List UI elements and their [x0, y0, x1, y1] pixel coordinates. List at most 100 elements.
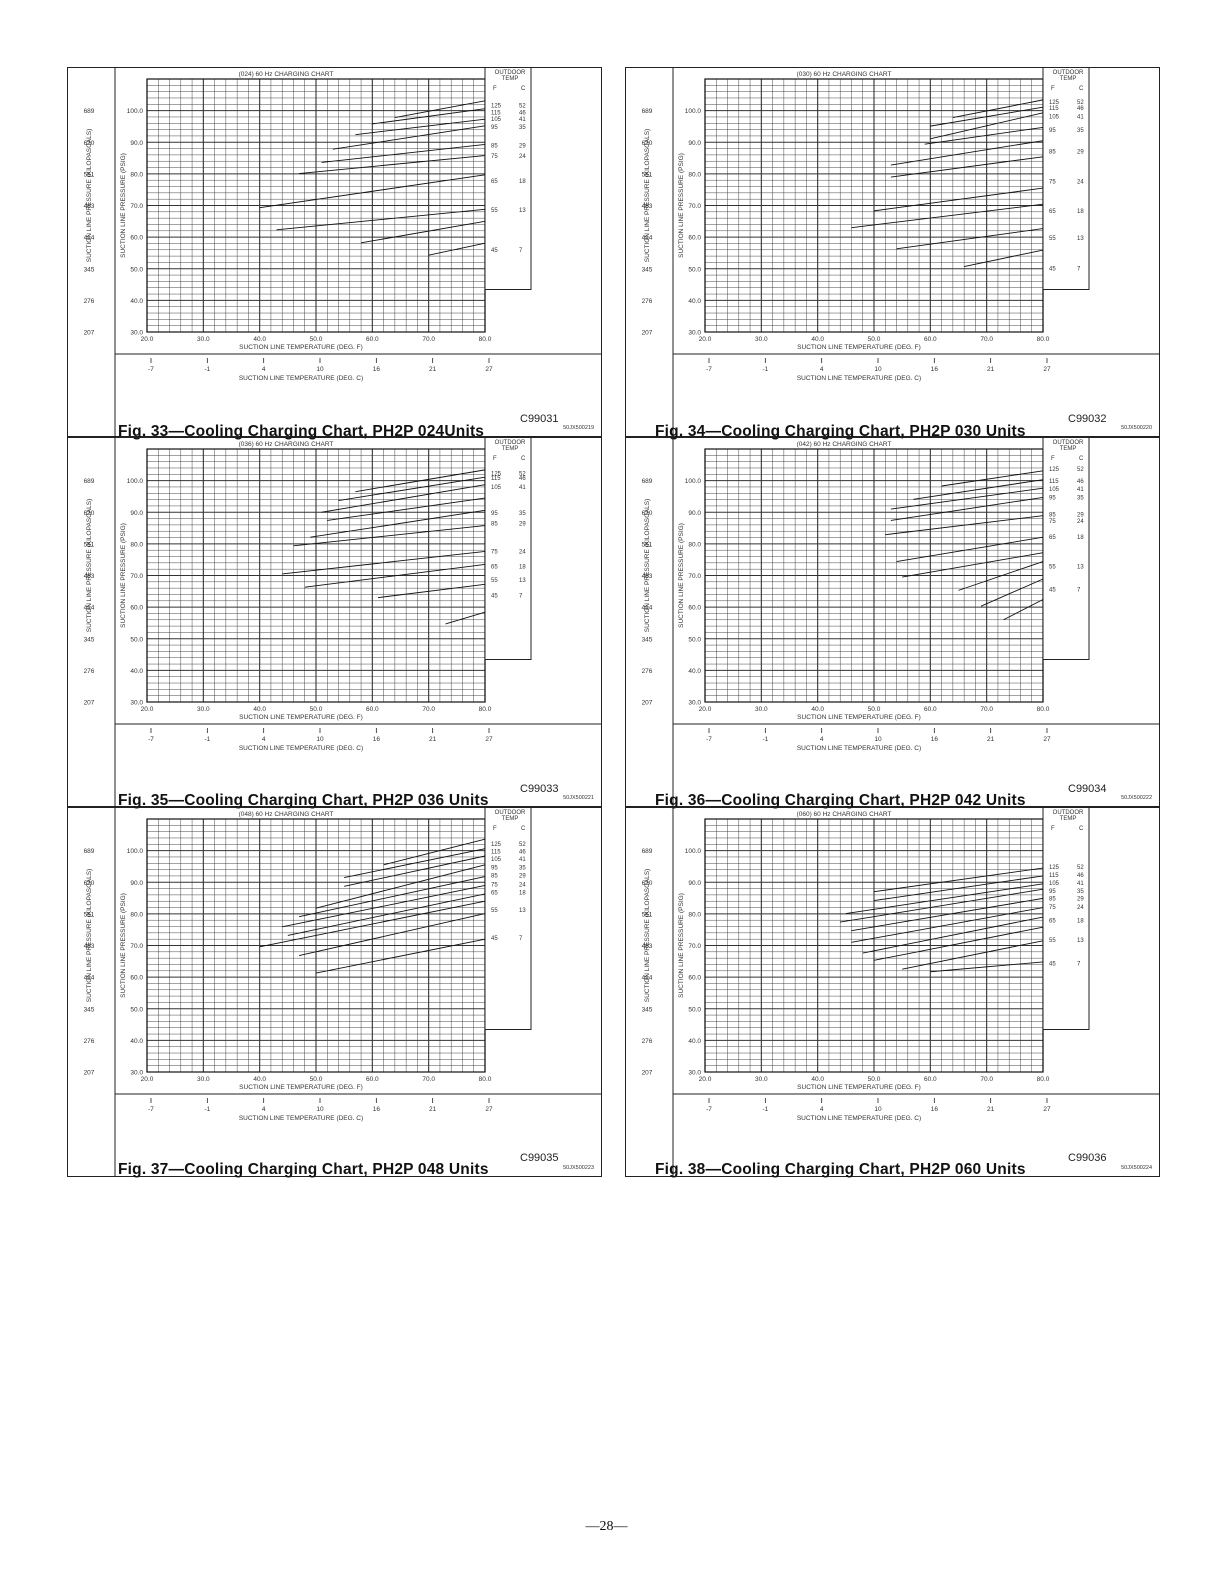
chart-title: (042) 60 Hz CHARGING CHART: [797, 441, 892, 448]
legend-temp-c: 13: [519, 578, 526, 584]
y-tick-kpa-label: 345: [84, 266, 95, 273]
series-line: [321, 144, 486, 163]
legend-temp-f: 125: [1049, 865, 1060, 871]
y-tick-label: 40.0: [688, 298, 701, 305]
chart-title: (060) 60 Hz CHARGING CHART: [797, 811, 892, 818]
legend-temp-c: 41: [519, 117, 526, 123]
legend-temp-c: 29: [1077, 512, 1084, 518]
legend-temp-f: 55: [1049, 564, 1056, 570]
y-tick-label: 90.0: [130, 140, 143, 147]
legend-temp-c: 41: [519, 485, 526, 491]
y-tick-label: 30.0: [688, 330, 701, 337]
series-lines: [840, 867, 1044, 973]
legend-temp-c: 18: [519, 891, 526, 897]
x-tick-label: 60.0: [366, 706, 379, 713]
legend-title: OUTDOOR: [1053, 810, 1084, 816]
y-tick-label: 40.0: [130, 1038, 143, 1045]
y-tick-label: 100.0: [685, 478, 702, 485]
legend-temp-f: 75: [1049, 519, 1056, 525]
y-tick-label: 40.0: [130, 298, 143, 305]
y-tick-label: 70.0: [688, 203, 701, 210]
y-tick-kpa-label: 276: [642, 298, 653, 305]
y-tick-kpa-label: 483: [642, 203, 653, 210]
series-line: [890, 140, 1044, 166]
y-tick-label: 60.0: [130, 235, 143, 242]
legend-title: TEMP: [502, 816, 519, 822]
legend-temp-c: 46: [1077, 873, 1084, 879]
y-tick-label: 40.0: [688, 668, 701, 675]
x-tick-label: 50.0: [310, 1076, 323, 1083]
series-line: [287, 893, 486, 936]
legend-temp-c: 41: [1077, 487, 1084, 493]
x-tick-label: 30.0: [755, 706, 768, 713]
chart-title: (030) 60 Hz CHARGING CHART: [797, 71, 892, 78]
x-axis-label-c: SUCTION LINE TEMPERATURE (DEG. C): [797, 1115, 921, 1122]
x-tick-c-label: 21: [429, 736, 437, 743]
series-line: [355, 118, 486, 136]
series-line: [873, 926, 1044, 961]
x-axis-label: SUCTION LINE TEMPERATURE (DEG. F): [797, 714, 921, 721]
plot-grid: [146, 818, 486, 1073]
x-tick-c-label: 21: [429, 1106, 437, 1113]
x-axis-label: SUCTION LINE TEMPERATURE (DEG. F): [239, 344, 363, 351]
figure-38-panel: (060) 60 Hz CHARGING CHART 30.0 207 40.0 276…: [625, 807, 1160, 1177]
figure-33-caption: Fig. 33—Cooling Charging Chart, PH2P 024…: [118, 423, 485, 440]
figure-37-panel: (048) 60 Hz CHARGING CHART 30.0 207 40.0 276…: [67, 807, 602, 1177]
y-tick-kpa-label: 345: [642, 1006, 653, 1013]
series-line: [902, 552, 1044, 578]
y-axis-label-kpa: SUCTION LINE PRESSURE (KILOPASCALS): [86, 499, 93, 633]
x-tick-label: 70.0: [980, 706, 993, 713]
document-number: 50JX500221: [563, 795, 594, 801]
y-tick-label: 90.0: [130, 510, 143, 517]
legend-temp-f: 115: [1049, 106, 1059, 112]
legend-title: OUTDOOR: [495, 810, 526, 816]
series-lines: [851, 99, 1044, 267]
series-line: [851, 907, 1044, 943]
series-line: [321, 484, 486, 513]
legend-box: [484, 807, 532, 1030]
figure-35-panel: (036) 60 Hz CHARGING CHART 30.0 207 40.0 276…: [67, 437, 602, 807]
legend-temp-c: 18: [519, 179, 526, 185]
y-tick-kpa-label: 551: [642, 171, 653, 178]
y-tick-label: 70.0: [130, 203, 143, 210]
legend-temp-f: 65: [1049, 535, 1056, 541]
x-tick-label: 80.0: [1037, 706, 1050, 713]
y-tick-kpa-label: 207: [84, 330, 95, 337]
legend-temp-c: 7: [1077, 266, 1081, 272]
series-line: [873, 875, 1044, 902]
figure-35-code: C99033: [520, 783, 559, 795]
y-tick-kpa-label: 483: [84, 203, 95, 210]
y-tick-label: 80.0: [688, 911, 701, 918]
y-tick-kpa-label: 276: [642, 1038, 653, 1045]
legend-temp-f: 85: [491, 143, 498, 149]
legend-temp-c: 46: [1077, 479, 1084, 485]
series-line: [952, 99, 1044, 119]
x-tick-label: 30.0: [197, 706, 210, 713]
y-tick-label: 100.0: [127, 478, 144, 485]
x-tick-label: 70.0: [422, 1076, 435, 1083]
x-tick-label: 50.0: [310, 336, 323, 343]
legend-box: [484, 437, 532, 660]
y-tick-label: 80.0: [688, 171, 701, 178]
x-tick-c-label: -1: [762, 366, 768, 373]
y-tick-kpa-label: 414: [642, 975, 653, 982]
y-axis-label: SUCTION LINE PRESSURE (PSIG): [120, 893, 127, 998]
series-line: [327, 497, 486, 521]
series-line: [259, 174, 486, 209]
series-line: [958, 561, 1044, 591]
series-line: [902, 940, 1044, 970]
chart-title: (024) 60 Hz CHARGING CHART: [239, 71, 334, 78]
y-tick-label: 90.0: [688, 140, 701, 147]
figure-36-panel: (042) 60 Hz CHARGING CHART 30.0 207 40.0 276…: [625, 437, 1160, 807]
x-tick-label: 30.0: [755, 1076, 768, 1083]
x-tick-c-label: 4: [262, 366, 266, 373]
legend-temp-c: 52: [519, 842, 526, 848]
x-tick-c-label: 21: [987, 736, 995, 743]
y-axis-label-kpa: SUCTION LINE PRESSURE (KILOPASCALS): [644, 129, 651, 263]
legend-temp-c: 24: [1077, 905, 1084, 911]
y-tick-kpa-label: 551: [84, 911, 95, 918]
y-tick-kpa-label: 207: [642, 1070, 653, 1077]
legend-temp-f: 45: [1049, 588, 1056, 594]
charging-chart-svg: (042) 60 Hz CHARGING CHART30.020740.0276…: [625, 437, 1160, 807]
legend-header-c: C: [521, 826, 526, 832]
